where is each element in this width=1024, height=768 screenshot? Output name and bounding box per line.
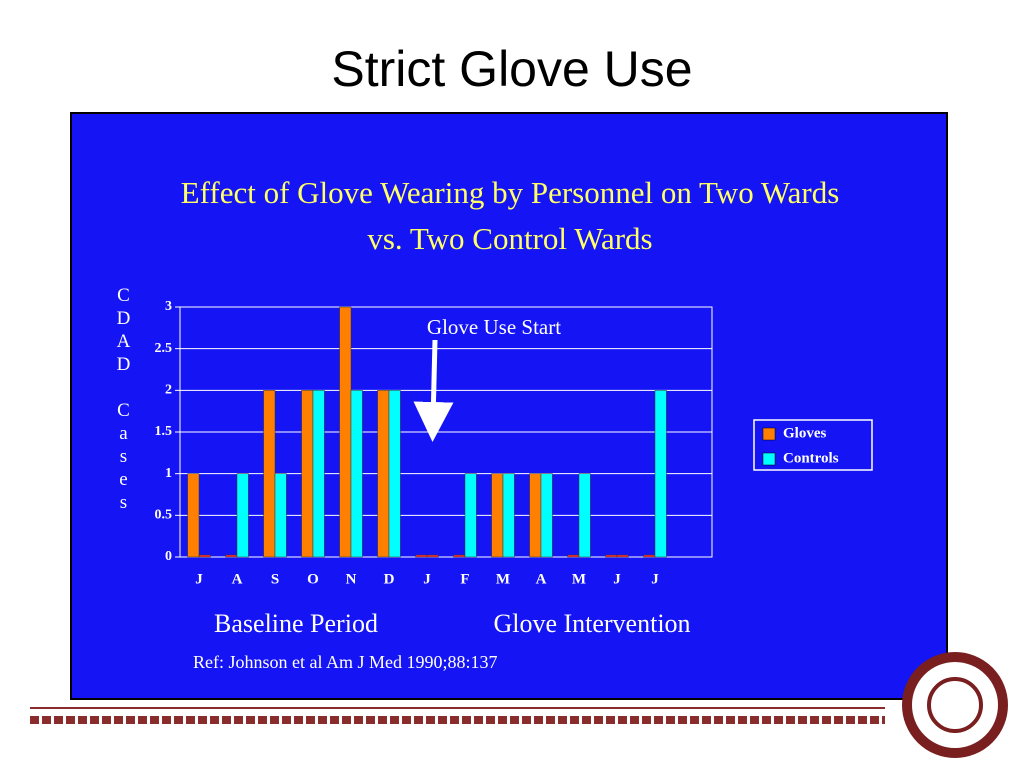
y-tick-label: 1.5 — [155, 424, 173, 439]
bar — [198, 554, 211, 558]
bar — [263, 390, 276, 558]
bar — [274, 473, 287, 558]
y-tick-label: 0.5 — [155, 508, 173, 523]
bar — [605, 554, 618, 558]
x-tick-label: M — [572, 571, 586, 587]
bar — [301, 390, 314, 558]
legend-label: Gloves — [783, 425, 826, 441]
bar — [187, 473, 200, 558]
bar — [643, 554, 656, 558]
legend-label: Controls — [783, 450, 839, 466]
bar — [502, 473, 515, 558]
bar — [350, 390, 363, 558]
bar — [464, 473, 477, 558]
bar — [377, 390, 390, 558]
annotation: Glove Use Start — [427, 315, 561, 339]
reference: Ref: Johnson et al Am J Med 1990;88:137 — [193, 652, 498, 672]
legend-swatch — [762, 452, 776, 466]
bar — [654, 390, 667, 558]
bar — [415, 554, 428, 558]
x-tick-label: M — [496, 571, 510, 587]
y-tick-label: 2.5 — [155, 341, 173, 356]
x-tick-label: A — [232, 571, 243, 587]
x-tick-label: O — [307, 571, 319, 587]
annotation: Baseline Period — [214, 609, 378, 638]
y-tick-label: 1 — [165, 466, 172, 481]
bar — [529, 473, 542, 558]
x-tick-label: S — [271, 571, 279, 587]
x-tick-label: F — [460, 571, 469, 587]
y-tick-label: 3 — [165, 299, 172, 314]
bar — [616, 554, 629, 558]
x-tick-label: D — [384, 571, 395, 587]
bar — [453, 554, 466, 558]
bar — [388, 390, 401, 558]
x-tick-label: J — [651, 571, 659, 587]
y-tick-label: 2 — [165, 383, 172, 398]
x-tick-label: J — [423, 571, 431, 587]
annotation: Glove Intervention — [493, 609, 690, 638]
bar — [312, 390, 325, 558]
x-tick-label: N — [346, 571, 357, 587]
bar — [540, 473, 553, 558]
arrow — [413, 339, 454, 442]
x-tick-label: J — [613, 571, 621, 587]
bar — [225, 554, 238, 558]
bar — [567, 554, 580, 558]
footer-decoration — [30, 652, 1008, 758]
bar — [339, 306, 352, 558]
bar — [236, 473, 249, 558]
x-tick-label: A — [536, 571, 547, 587]
chart-title: Effect of Glove Wearing by Personnel on … — [180, 175, 840, 256]
slide-title: Strict Glove Use — [331, 41, 693, 97]
y-axis-label: CDAD Cases — [113, 285, 134, 515]
chart-panel — [70, 112, 948, 700]
bar — [578, 473, 591, 558]
bar — [491, 473, 504, 558]
x-tick-label: J — [195, 571, 203, 587]
y-tick-label: 0 — [165, 549, 172, 564]
bar — [426, 554, 439, 558]
legend-swatch — [762, 427, 776, 441]
legend-box — [753, 419, 873, 471]
